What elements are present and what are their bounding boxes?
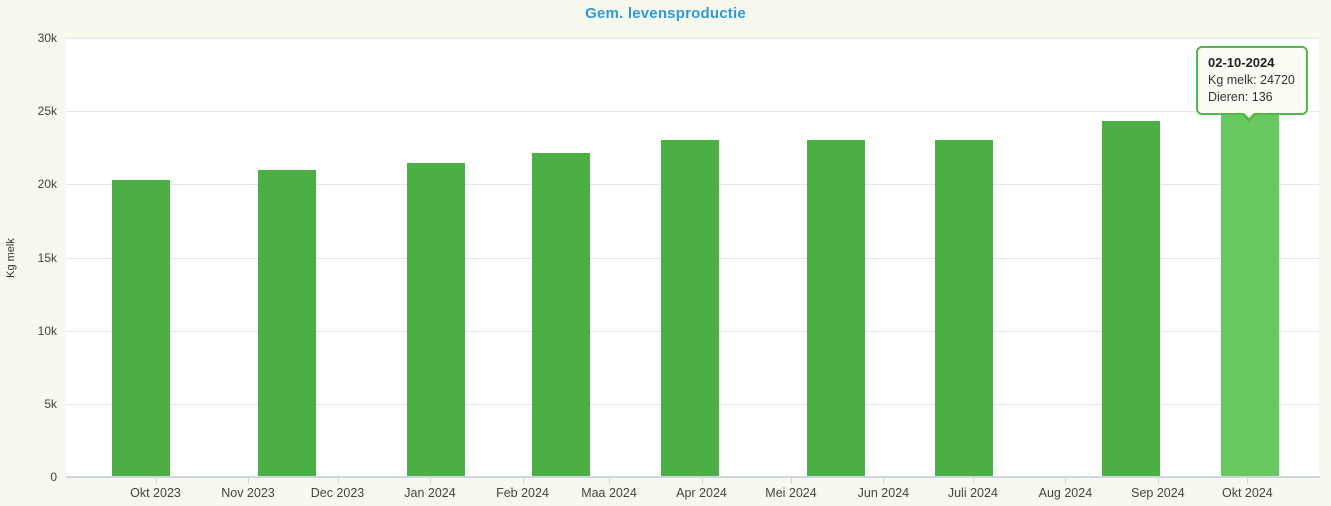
tooltip-dieren: Dieren: 136 — [1208, 90, 1273, 104]
x-tick-label: Sep 2024 — [1131, 486, 1185, 500]
y-tick-label: 10k — [37, 323, 57, 338]
chart-bar[interactable] — [532, 152, 591, 477]
chart-bar[interactable] — [1102, 120, 1160, 477]
tooltip-date: 02-10-2024 — [1208, 55, 1275, 70]
x-tick-mark — [972, 478, 974, 484]
gridline — [66, 111, 1319, 113]
x-tick-mark — [1157, 478, 1159, 484]
chart-bar[interactable] — [257, 169, 316, 477]
x-tick-label: Aug 2024 — [1038, 486, 1093, 500]
x-tick-mark — [701, 478, 703, 484]
x-tick-mark — [1065, 478, 1067, 484]
y-tick-label: 20k — [37, 177, 57, 192]
x-tick-label: Nov 2023 — [221, 486, 275, 500]
x-tick-mark — [248, 478, 249, 484]
chart-bar[interactable] — [935, 139, 993, 477]
x-tick-mark — [609, 478, 610, 484]
x-tick-mark — [430, 478, 431, 484]
chart-title: Gem. levensproductie — [585, 5, 746, 22]
chart-bar[interactable] — [406, 163, 465, 477]
x-tick-mark — [791, 478, 792, 484]
x-tick-label: Jun 2024 — [857, 486, 910, 500]
x-tick-label: Mei 2024 — [765, 486, 817, 500]
x-tick-label: Dec 2023 — [310, 486, 365, 500]
chart-bar-active[interactable] — [1221, 115, 1280, 477]
x-tick-mark — [337, 478, 339, 484]
chart-bar[interactable] — [806, 140, 865, 477]
y-tick-label: 25k — [37, 104, 57, 119]
x-tick-label: Feb 2024 — [496, 486, 549, 500]
tooltip-kg-melk: Kg melk: 24720 — [1208, 73, 1295, 87]
x-tick-label: Maa 2024 — [581, 486, 637, 500]
y-tick-label: 30k — [37, 31, 57, 45]
chart-bar[interactable] — [660, 140, 719, 477]
y-tick-label: 15k — [37, 250, 57, 265]
x-axis-line — [66, 476, 1320, 478]
y-tick-label: 0 — [50, 470, 57, 484]
y-tick-label: 5k — [44, 396, 57, 411]
x-tick-label: Okt 2023 — [130, 486, 181, 500]
x-tick-label: Okt 2024 — [1222, 486, 1273, 500]
x-tick-label: Juli 2024 — [947, 486, 998, 500]
x-tick-label: Jan 2024 — [404, 486, 456, 500]
x-tick-mark — [155, 478, 157, 484]
plot-area — [66, 38, 1319, 477]
x-tick-mark — [522, 478, 524, 484]
chart-bar[interactable] — [111, 179, 170, 477]
gridline — [66, 38, 1319, 39]
x-tick-mark — [883, 478, 885, 484]
x-tick-label: Apr 2024 — [676, 486, 727, 500]
x-tick-mark — [1247, 478, 1249, 484]
chart-tooltip: 02-10-2024 Kg melk: 24720 Dieren: 136 — [1196, 46, 1308, 122]
